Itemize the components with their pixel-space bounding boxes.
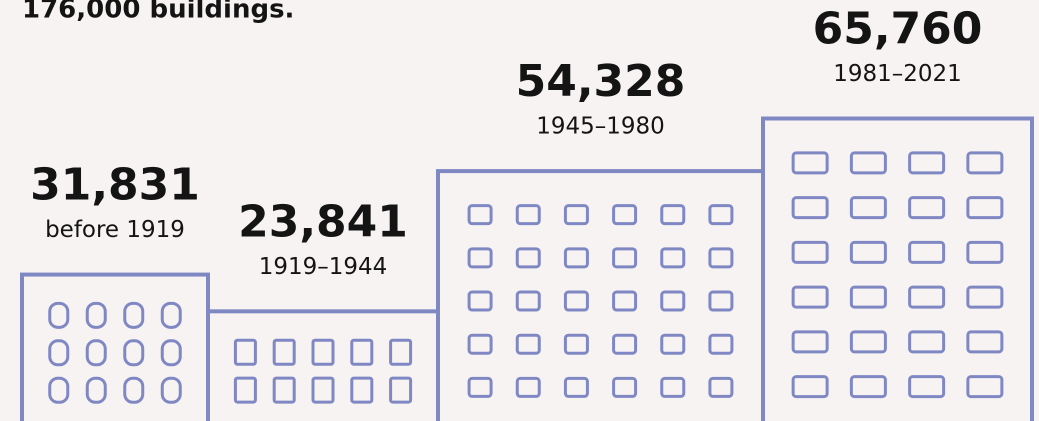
category-label: 1919–1944 — [259, 254, 388, 280]
value-label: 23,841 — [238, 196, 408, 247]
category-label: 1981–2021 — [833, 61, 962, 87]
value-label: 54,328 — [516, 56, 686, 107]
category-label: 1945–1980 — [536, 114, 665, 140]
chart: 176,000 buildings. 31,831 before 1919 23,8… — [0, 0, 1039, 421]
value-label: 31,831 — [30, 160, 200, 211]
category-label: before 1919 — [45, 217, 185, 243]
chart-title: 176,000 buildings. — [22, 0, 294, 25]
value-label: 65,760 — [813, 4, 983, 55]
